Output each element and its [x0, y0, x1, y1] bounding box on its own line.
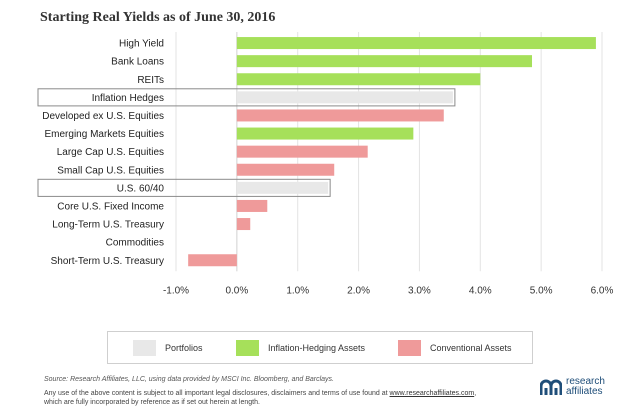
- category-label: Core U.S. Fixed Income: [57, 201, 164, 212]
- chart-title: Starting Real Yields as of June 30, 2016: [40, 10, 276, 25]
- logo-text-research: research: [566, 376, 605, 387]
- legend-label-inflation-hedging: Inflation-Hedging Assets: [268, 343, 366, 353]
- legend-swatch-inflation-hedging: [236, 340, 259, 356]
- disclaimer-line-2: which are fully incorporated by referenc…: [44, 399, 260, 406]
- category-label: Emerging Markets Equities: [45, 129, 165, 140]
- disclaimer-link[interactable]: www.researchaffiliates.com: [389, 390, 475, 397]
- bar-large-cap-u-s-equities: [236, 145, 368, 158]
- x-tick-label: 4.0%: [469, 285, 492, 296]
- category-label: U.S. 60/40: [117, 183, 165, 194]
- legend-item-portfolios: Portfolios: [133, 339, 203, 357]
- bar-high-yield: [236, 37, 596, 50]
- x-tick-label: 3.0%: [408, 285, 431, 296]
- disclaimer: Any use of the above content is subject …: [44, 389, 514, 407]
- category-label: Large Cap U.S. Equities: [57, 147, 164, 158]
- bar-short-term-u-s-treasury: [188, 254, 237, 267]
- bar-small-cap-u-s-equities: [236, 163, 335, 176]
- x-tick-label: 0.0%: [225, 285, 248, 296]
- legend-label-conventional: Conventional Assets: [430, 343, 512, 353]
- bar-chart: High Yield Bank Loans REITs Inflation Hedge…: [37, 32, 614, 296]
- category-label: Bank Loans: [111, 57, 164, 68]
- source-note: Source: Research Affiliates, LLC, using …: [44, 376, 334, 383]
- legend-item-inflation-hedging: Inflation-Hedging Assets: [236, 339, 365, 357]
- bar-u-s-60-40: [236, 181, 329, 194]
- legend-item-conventional: Conventional Assets: [398, 339, 512, 357]
- category-label: Long-Term U.S. Treasury: [52, 220, 164, 231]
- x-tick-label: -1.0%: [163, 285, 189, 296]
- category-label: High Yield: [119, 39, 164, 50]
- portfolio-highlight-box: [37, 88, 456, 107]
- logo-mark-icon: [540, 379, 562, 395]
- category-label: Developed ex U.S. Equities: [42, 111, 164, 122]
- x-tick-label: 5.0%: [530, 285, 553, 296]
- category-label: Small Cap U.S. Equities: [57, 165, 164, 176]
- bar-long-term-u-s-treasury: [236, 218, 251, 231]
- bar-developed-ex-u-s-equities: [236, 109, 444, 122]
- category-label: Short-Term U.S. Treasury: [51, 256, 164, 267]
- legend-swatch-portfolios: [133, 340, 156, 356]
- x-tick-label: 2.0%: [347, 285, 370, 296]
- research-affiliates-logo: research affiliates: [540, 377, 605, 397]
- category-label: Inflation Hedges: [92, 93, 164, 104]
- x-tick-label: 1.0%: [286, 285, 309, 296]
- chart-legend: Portfolios Inflation-Hedging Assets Conv…: [107, 331, 533, 364]
- bar-bank-loans: [236, 55, 533, 68]
- portfolio-highlight-box: [37, 178, 331, 197]
- category-label: REITs: [137, 75, 164, 86]
- disclaimer-text: Any use of the above content is subject …: [44, 390, 390, 397]
- x-tick-label: 6.0%: [591, 285, 614, 296]
- bar-inflation-hedges: [236, 91, 453, 104]
- bar-core-u-s-fixed-income: [236, 199, 268, 212]
- category-label: Commodities: [106, 238, 164, 249]
- disclaimer-comma: ,: [474, 390, 477, 397]
- bar-reits: [236, 73, 481, 86]
- legend-label-portfolios: Portfolios: [165, 343, 203, 353]
- bar-emerging-markets-equities: [236, 127, 414, 140]
- logo-text-affiliates: affiliates: [566, 386, 603, 397]
- legend-swatch-conventional: [398, 340, 421, 356]
